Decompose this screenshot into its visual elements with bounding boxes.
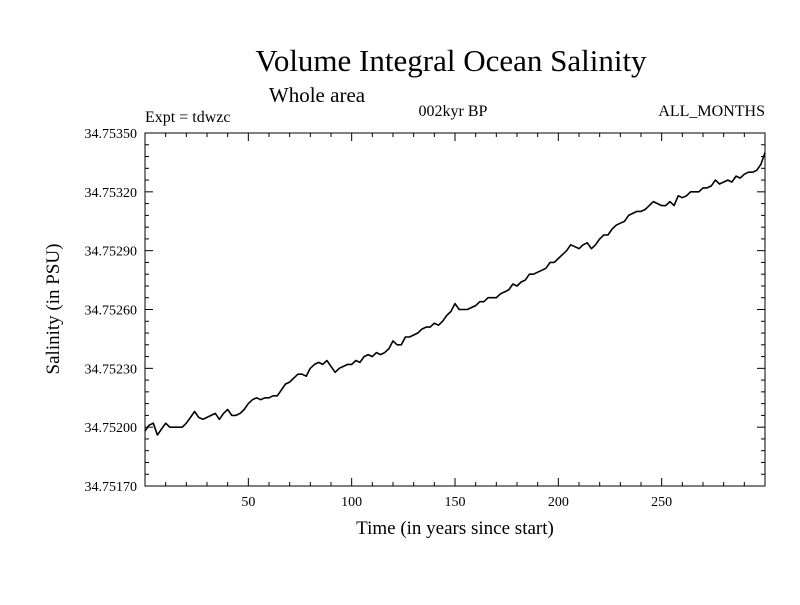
x-axis-ticks (165, 133, 745, 486)
y-tick-label: 34.75260 (85, 304, 138, 319)
x-tick-label: 200 (548, 495, 569, 510)
y-tick-label: 34.75350 (85, 127, 138, 142)
chart-title: Volume Integral Ocean Salinity (255, 43, 647, 78)
y-axis-ticks (145, 144, 765, 475)
period-label: 002kyr BP (419, 103, 488, 120)
x-tick-label: 50 (241, 495, 255, 510)
y-tick-label: 34.75170 (85, 480, 138, 495)
y-axis-tick-labels: 34.75170 34.75200 34.75230 34.75260 34.75290… (85, 127, 138, 495)
months-label: ALL_MONTHS (658, 103, 765, 120)
y-tick-label: 34.75200 (85, 421, 138, 436)
x-tick-label: 250 (651, 495, 672, 510)
experiment-label: Expt = tdwzc (145, 109, 230, 126)
y-axis-label: Salinity (in PSU) (43, 244, 64, 375)
plot-frame (144, 132, 766, 487)
y-tick-label: 34.75230 (85, 362, 138, 377)
x-tick-label: 100 (341, 495, 362, 510)
y-tick-label: 34.75290 (85, 245, 138, 260)
y-tick-label: 34.75320 (85, 186, 138, 201)
chart-subtitle: Whole area (269, 83, 366, 107)
x-axis-label: Time (in years since start) (356, 518, 554, 539)
salinity-series-line (144, 152, 766, 436)
series-layer (144, 152, 766, 436)
x-axis-tick-labels: 50 100 150 200 250 (241, 495, 672, 510)
x-tick-label: 150 (445, 495, 466, 510)
